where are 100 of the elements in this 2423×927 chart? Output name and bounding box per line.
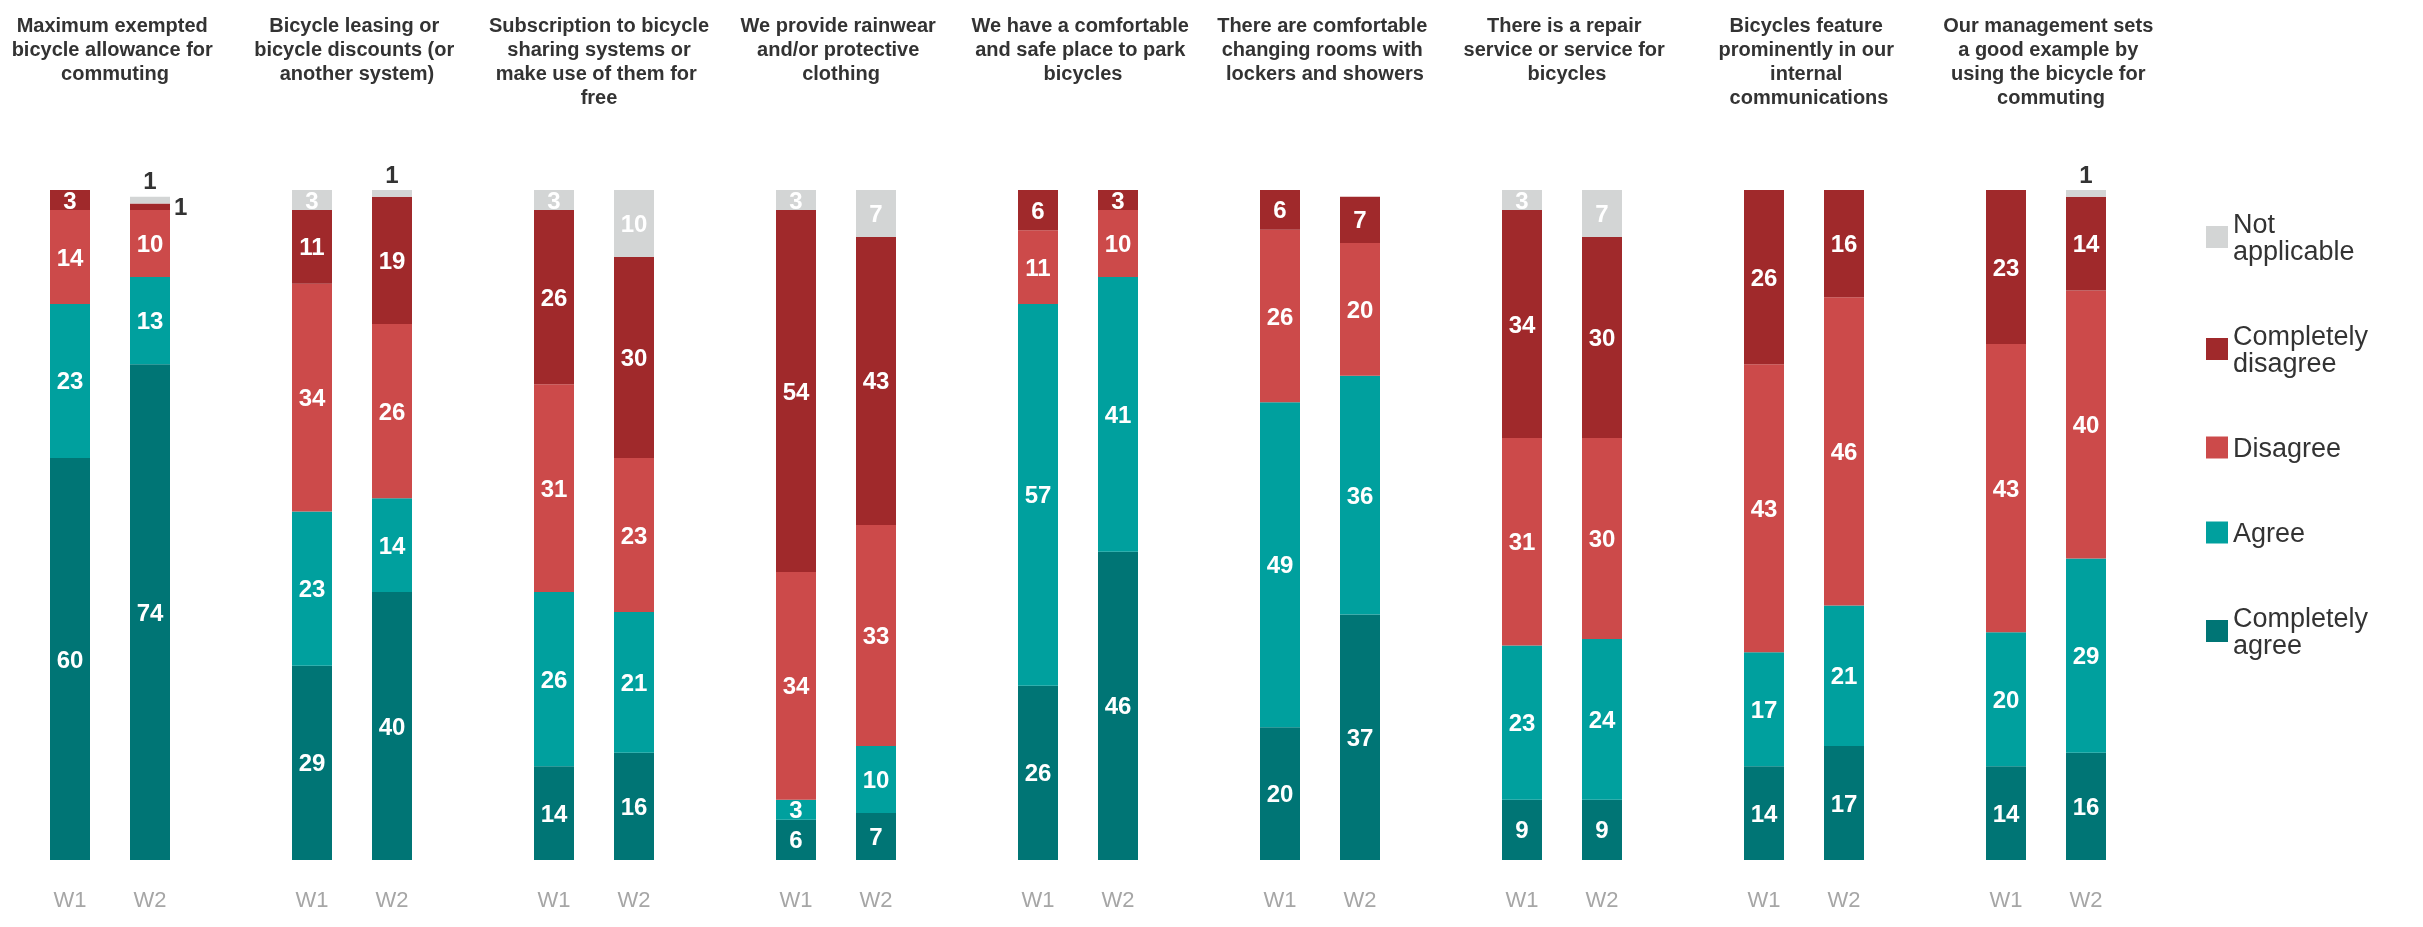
data-label: 16 (620, 792, 648, 820)
bar (614, 458, 654, 613)
bar (534, 766, 574, 860)
data-label: 1 (385, 160, 399, 188)
data-label: 26 (540, 283, 568, 311)
bar (130, 203, 170, 211)
data-label: 14 (1992, 799, 2020, 827)
data-label: 20 (1992, 685, 2020, 713)
bar (372, 324, 412, 499)
chart-title: Bicycle leasing or bicycle discounts (or another system) (254, 14, 460, 84)
data-label: 26 (1024, 759, 1052, 787)
data-label: 3 (789, 796, 803, 824)
data-label: 6 (1031, 196, 1045, 224)
bar (130, 210, 170, 278)
x-tick-label: W2 (1827, 886, 1861, 912)
data-label: 40 (378, 712, 406, 740)
x-tick-label: W1 (1989, 886, 2023, 912)
bar (1582, 638, 1622, 800)
bar (1986, 344, 2026, 633)
data-label: 36 (1346, 481, 1374, 509)
bar (1582, 799, 1622, 860)
bar (1744, 190, 1784, 365)
x-tick-label: W2 (2069, 886, 2103, 912)
bar (1824, 746, 1864, 860)
bar (614, 752, 654, 860)
data-label: 46 (1104, 692, 1132, 720)
data-label: 46 (1830, 437, 1858, 465)
bar (1502, 799, 1542, 860)
bar (1260, 190, 1300, 230)
legend-label: Completely agree (2233, 602, 2376, 660)
bar (2066, 752, 2106, 860)
bar (2066, 196, 2106, 291)
data-label: 21 (620, 668, 648, 696)
bar (2066, 190, 2106, 197)
bar (130, 277, 170, 365)
bar (1340, 375, 1380, 615)
data-label: 16 (1830, 230, 1858, 258)
bar (534, 592, 574, 767)
data-label: 23 (298, 575, 326, 603)
bar (50, 303, 90, 458)
data-label: 29 (298, 749, 326, 777)
bar (1582, 190, 1622, 237)
data-label: 43 (1750, 494, 1778, 522)
bar (372, 190, 412, 197)
data-label: 43 (1992, 474, 2020, 502)
bar (2066, 558, 2106, 753)
data-label: 33 (862, 622, 890, 650)
data-label: 57 (1024, 481, 1052, 509)
x-tick-label: W2 (1101, 886, 1135, 912)
bar (1986, 766, 2026, 860)
data-label: 30 (1588, 524, 1616, 552)
bar (1744, 652, 1784, 767)
data-label: 6 (1273, 196, 1287, 224)
legend-label: Disagree (2233, 432, 2342, 463)
bar (1098, 277, 1138, 552)
data-label: 31 (540, 474, 568, 502)
x-tick-label: W2 (1343, 886, 1377, 912)
x-tick-label: W2 (375, 886, 409, 912)
data-label: 7 (1353, 206, 1367, 234)
data-label: 3 (63, 186, 77, 214)
data-label: 14 (540, 799, 568, 827)
bar (856, 813, 896, 860)
bar (50, 458, 90, 860)
x-tick-label: W1 (537, 886, 571, 912)
data-label: 54 (782, 377, 810, 405)
data-label: 26 (378, 397, 406, 425)
bar (1986, 632, 2026, 767)
bar (292, 665, 332, 860)
data-label: 34 (298, 384, 326, 412)
chart-title: Maximum exempted bicycle allowance for commuting (11, 14, 219, 84)
bar (372, 592, 412, 860)
legend-label: Not applicable (2233, 208, 2355, 266)
data-label: 7 (869, 823, 883, 851)
data-label: 20 (1266, 780, 1294, 808)
data-label: 23 (56, 367, 84, 395)
bar (776, 210, 816, 572)
chart-title: There is a repair service or service for bicycles (1463, 14, 1671, 84)
bar (1340, 243, 1380, 376)
x-tick-label: W1 (53, 886, 87, 912)
legend-label: Completely disagree (2233, 320, 2376, 378)
data-label: 26 (1750, 263, 1778, 291)
x-tick-label: W1 (779, 886, 813, 912)
data-label: 14 (378, 531, 406, 559)
bar (614, 190, 654, 257)
bar (1260, 402, 1300, 728)
chart-title: Subscription to bicycle sharing systems or make use of them for free (488, 14, 710, 108)
data-label: 19 (378, 246, 406, 274)
data-label: 10 (136, 230, 164, 258)
data-label: 26 (540, 665, 568, 693)
bar (1502, 645, 1542, 800)
data-label: 26 (1266, 302, 1294, 330)
data-label: 34 (1508, 310, 1536, 338)
bar (1018, 190, 1058, 231)
data-label: 23 (1508, 709, 1536, 737)
data-label: 74 (136, 598, 164, 626)
x-tick-label: W1 (1021, 886, 1055, 912)
bar (856, 190, 896, 237)
bar (1018, 685, 1058, 860)
bar (1260, 727, 1300, 860)
bar (372, 498, 412, 592)
